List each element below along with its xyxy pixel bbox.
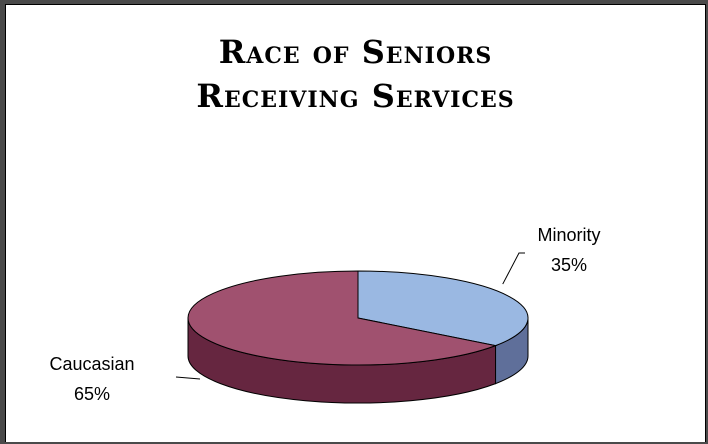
leader-lines [175, 252, 525, 380]
slice-label-minority-value: 35% [551, 255, 587, 275]
chart-title-line-2: Receiving Services [196, 77, 515, 115]
slice-label-caucasian-name: Caucasian [49, 354, 134, 374]
chart-frame: Race of Seniors Receiving Services Minor… [5, 4, 706, 442]
pie-chart: Minority 35% Caucasian 65% [49, 225, 600, 404]
slice-caucasian [187, 270, 498, 366]
slice-label-minority-name: Minority [537, 225, 600, 245]
chart-title-line-1: Race of Seniors [218, 33, 493, 71]
leader-line-caucasian [175, 376, 201, 380]
slice-minority [357, 270, 529, 347]
leader-line-minority [502, 252, 525, 285]
slice-label-caucasian-value: 65% [74, 384, 110, 404]
pie-slices [187, 270, 529, 404]
